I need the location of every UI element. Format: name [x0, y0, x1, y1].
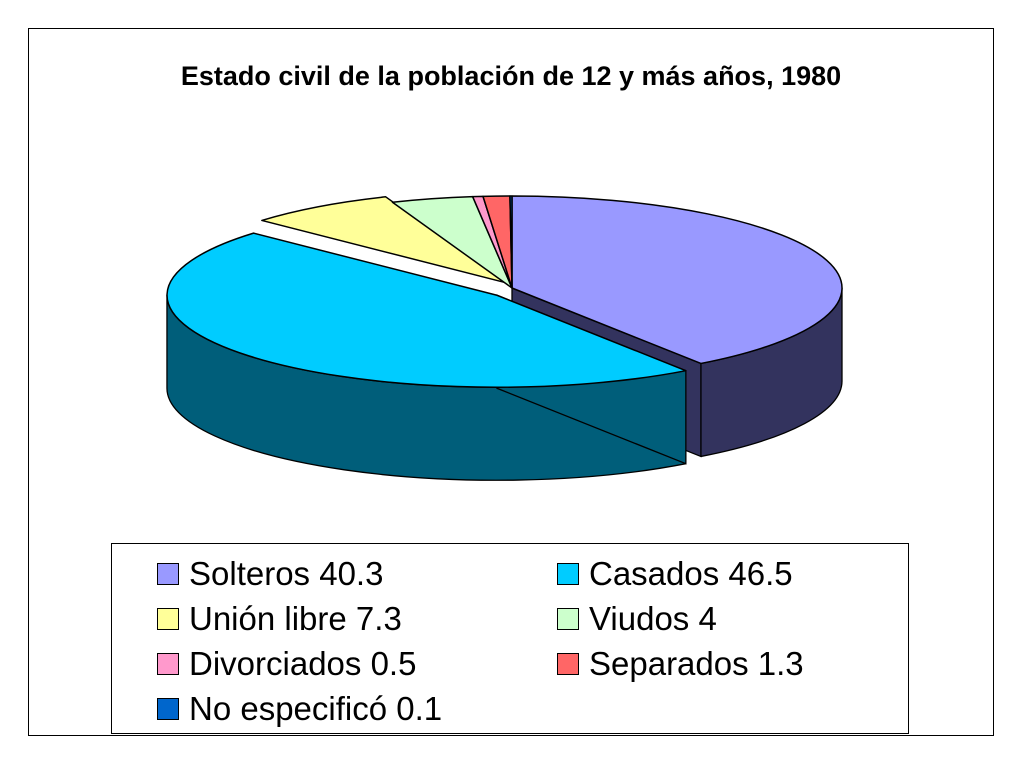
legend-item-union-libre: Unión libre 7.3	[157, 597, 402, 641]
legend-swatch	[557, 653, 579, 675]
legend-label: Viudos 4	[589, 600, 717, 637]
legend-swatch	[557, 563, 579, 585]
pie-slice-no-especifico	[509, 195, 513, 289]
chart-frame	[28, 28, 994, 736]
legend-swatch	[157, 653, 179, 675]
legend-swatch	[157, 563, 179, 585]
chart-title: Estado civil de la población de 12 y más…	[180, 61, 842, 91]
legend-item-separados: Separados 1.3	[557, 642, 804, 686]
legend-item-no-especifico: No especificó 0.1	[157, 687, 442, 731]
pie-slice-union-libre	[261, 196, 506, 284]
legend-label: Divorciados 0.5	[189, 645, 417, 682]
legend-item-viudos: Viudos 4	[557, 597, 717, 641]
legend-label: Separados 1.3	[589, 645, 804, 682]
pie-slice-solteros	[511, 195, 843, 365]
legend-item-divorciados: Divorciados 0.5	[157, 642, 416, 686]
legend-label: No especificó 0.1	[189, 690, 443, 727]
legend-label: Casados 46.5	[589, 555, 793, 592]
legend-item-solteros: Solteros 40.3	[157, 552, 383, 596]
legend-swatch	[157, 698, 179, 720]
legend-swatch	[557, 608, 579, 630]
legend-item-casados: Casados 46.5	[557, 552, 793, 596]
legend: Solteros 40.3 Casados 46.5 Unión libre 7.3…	[111, 543, 909, 734]
legend-label: Unión libre 7.3	[189, 600, 402, 637]
pie-slice-casados	[166, 232, 687, 388]
legend-swatch	[157, 608, 179, 630]
legend-label: Solteros 40.3	[189, 555, 384, 592]
